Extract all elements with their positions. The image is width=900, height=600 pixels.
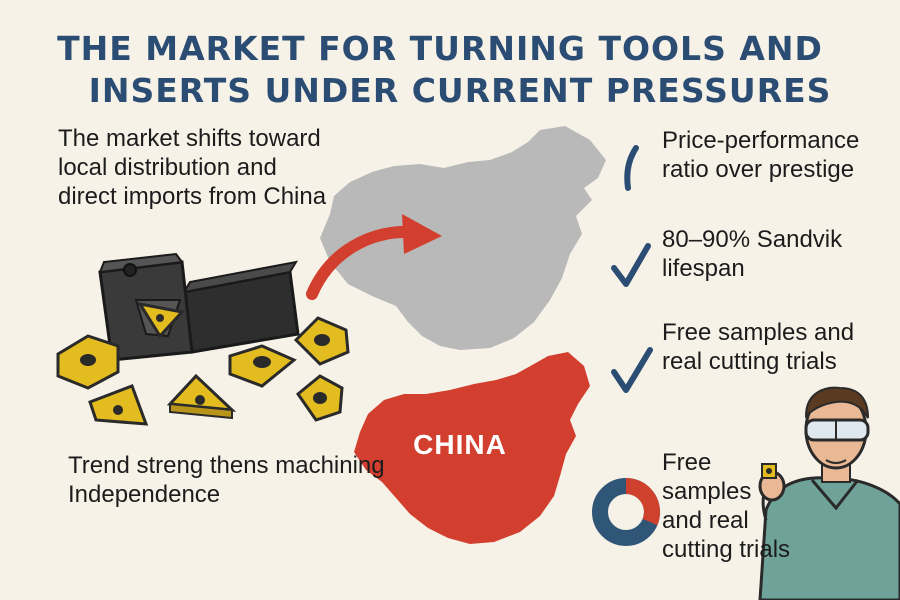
tool-holder-illustration: [98, 252, 300, 362]
insert-icon: [56, 334, 120, 390]
arrow-icon: [306, 225, 418, 300]
page-title: THE MARKET FOR TURNING TOOLS AND INSERTS…: [0, 28, 900, 112]
insert-icon: [228, 344, 297, 388]
benefit-free-samples: Free samples and real cutting trials: [662, 319, 855, 375]
map-label: CHINA: [413, 429, 507, 460]
check-icon: [611, 347, 653, 393]
inserts-group: [56, 316, 350, 426]
left-bottom-text: Trend streng thens machining Independenc…: [68, 452, 385, 508]
donut-chart-icon: [592, 478, 660, 546]
left-top-text: The market shifts toward local distribut…: [58, 125, 327, 210]
red-china-map: [354, 352, 590, 544]
title-line-1: THE MARKET FOR TURNING TOOLS AND: [57, 29, 823, 68]
arrow-head: [402, 214, 442, 254]
benefit-free-samples-repeat: Free samples and real cutting trials: [662, 449, 791, 563]
check-icon: [611, 243, 651, 287]
benefit-price-performance: Price-performance ratio over prestige: [662, 127, 860, 183]
insert-icon: [293, 316, 350, 366]
engineer-illustration: [758, 386, 900, 600]
gray-china-map: [320, 126, 606, 350]
insert-icon: [166, 373, 237, 420]
benefit-sandvik-lifespan: 80–90% Sandvik lifespan: [662, 226, 843, 282]
title-line-2: INSERTS UNDER CURRENT PRESSURES: [88, 71, 832, 110]
insert-icon: [88, 384, 149, 426]
check-icon: [624, 145, 639, 191]
insert-icon: [295, 374, 344, 422]
